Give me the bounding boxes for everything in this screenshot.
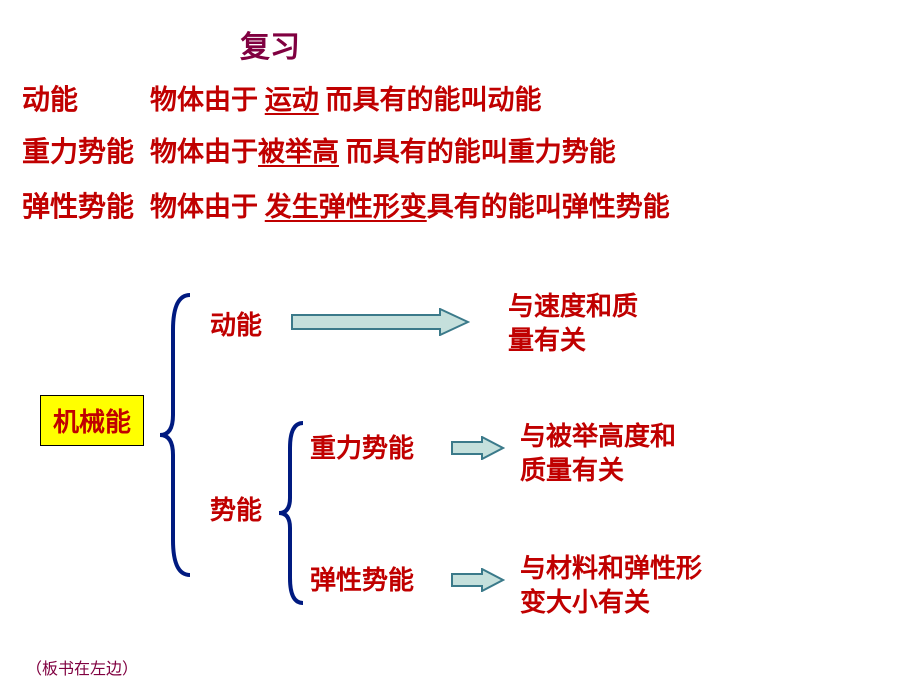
node-gravity: 重力势能 (310, 428, 414, 465)
def-kinetic: 物体由于 运动 而具有的能叫动能 (150, 78, 542, 117)
def-elastic: 物体由于 发生弹性形变具有的能叫弹性势能 (150, 185, 670, 224)
def-gravity: 物体由于被举高 而具有的能叫重力势能 (150, 130, 616, 169)
def-pre: 物体由于 (150, 85, 265, 115)
term-gravity: 重力势能 (22, 130, 134, 170)
desc-gravity: 与被举高度和 质量有关 (520, 420, 676, 488)
term-kinetic: 动能 (22, 78, 78, 118)
def-post: 具有的能叫弹性势能 (427, 192, 670, 222)
bracket-main (155, 290, 195, 580)
def-underline: 被举高 (258, 137, 339, 167)
desc-l1: 与材料和弹性形 (520, 554, 702, 583)
page-title: 复习 (240, 22, 300, 66)
footnote: （板书在左边） (26, 655, 138, 679)
arrow-elastic (450, 568, 505, 592)
root-box: 机械能 (40, 395, 144, 446)
def-pre: 物体由于 (150, 192, 265, 222)
def-post: 而具有的能叫重力势能 (339, 137, 616, 167)
def-post: 而具有的能叫动能 (319, 85, 542, 115)
arrow-gravity (450, 436, 505, 460)
desc-kinetic: 与速度和质 量有关 (508, 290, 638, 358)
desc-l2: 变大小有关 (520, 588, 650, 617)
node-elastic: 弹性势能 (310, 560, 414, 597)
arrow-kinetic (290, 308, 470, 336)
desc-l1: 与速度和质 (508, 292, 638, 321)
def-underline: 运动 (265, 85, 319, 115)
desc-l2: 质量有关 (520, 456, 624, 485)
node-potential: 势能 (210, 490, 262, 527)
desc-elastic: 与材料和弹性形 变大小有关 (520, 552, 702, 620)
def-pre: 物体由于 (150, 137, 258, 167)
desc-l1: 与被举高度和 (520, 422, 676, 451)
desc-l2: 量有关 (508, 326, 586, 355)
term-elastic: 弹性势能 (22, 185, 134, 225)
node-kinetic: 动能 (210, 305, 262, 342)
def-underline: 发生弹性形变 (265, 192, 427, 222)
bracket-sub (275, 418, 307, 608)
